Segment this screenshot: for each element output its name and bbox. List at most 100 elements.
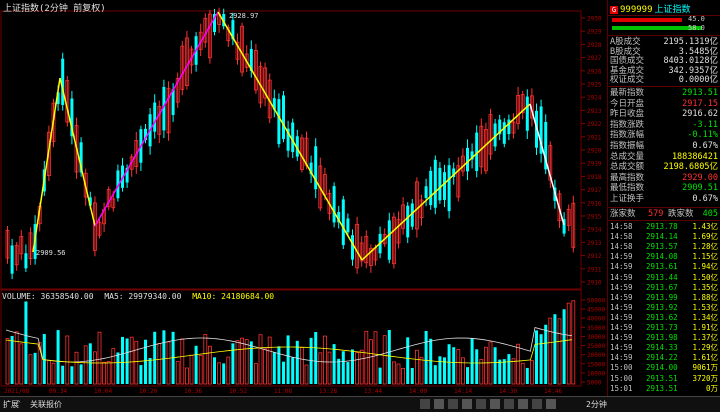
tick-volume: 1.94亿	[692, 262, 718, 272]
trend-pen-lines	[32, 11, 565, 261]
market-turnover-row: 国债成交 8403.0128亿	[610, 57, 718, 66]
trend-pen-segment	[94, 11, 219, 227]
quote-panel: G 999999 上证指数 45.0 58.0 A股成交 2195.1319亿 B股成交…	[607, 0, 720, 396]
tick-volume: 1.35亿	[692, 282, 718, 292]
stat-value: 342.9357亿	[668, 65, 718, 76]
tick-volume: 1.61亿	[692, 353, 718, 363]
price-tick-label: 2930	[587, 16, 602, 23]
time-tick-label: 14:14	[454, 388, 472, 395]
high-price-label: 2928.97	[229, 12, 259, 20]
time-tick-label: 09:34	[49, 388, 67, 395]
toolbar-icons[interactable]	[420, 399, 565, 409]
tick-price: 2914.14	[646, 232, 678, 242]
time-tick-label: 13:28	[319, 388, 337, 395]
index-stat-row: 最低指数 2909.51	[610, 184, 718, 193]
tick-row: 14:59 2913.98 1.37亿	[610, 334, 718, 343]
stat-value: 2198.6805亿	[663, 162, 718, 173]
stat-label: 昨日收盘	[610, 109, 645, 120]
price-tick-label: 2919	[587, 161, 602, 168]
tick-volume: 1.28亿	[692, 242, 718, 252]
tick-time: 14:59	[610, 252, 633, 262]
tick-price: 2914.33	[646, 343, 678, 353]
price-tick-label: 2917	[587, 187, 602, 194]
tick-row: 14:59 2914.08 1.15亿	[610, 253, 718, 262]
time-tick-label: 2021/08	[4, 388, 30, 395]
tick-price: 2913.99	[646, 292, 678, 302]
tick-price: 2913.51	[646, 373, 678, 383]
chart-title: 上证指数(2分钟 前复权)	[3, 4, 106, 14]
price-tick-label: 2922	[587, 121, 602, 128]
bottom-toolbar: 扩展 ^ 关联报价 2分钟	[0, 396, 720, 412]
volume-tick-label: 45000	[587, 307, 605, 314]
stat-label: 上证换手	[610, 194, 645, 204]
ratio-bottom: 58.0	[688, 24, 705, 32]
volume-tick-label: 15000	[587, 361, 605, 368]
stat-value: -0.11%	[687, 130, 718, 141]
tick-time: 14:59	[610, 272, 633, 282]
down-count: 405	[702, 209, 718, 219]
tick-price: 2914.22	[646, 353, 678, 363]
price-axis: 2930 2929 2928 2927 2926 2925 2924 2923 2922 2921…	[581, 16, 602, 287]
time-axis: 2021/08 09:34 10:04 10:20 10:36 10:52 11:08 13:…	[4, 388, 562, 395]
stat-label: 权证成交	[610, 75, 645, 85]
tick-volume: 3720万	[692, 373, 718, 383]
stat-label: 今日开盘	[610, 98, 645, 109]
tick-row: 14:59 2913.92 1.53亿	[610, 302, 718, 313]
expand-arrow-icon[interactable]: ^	[16, 399, 21, 408]
tick-time: 15:00	[610, 363, 633, 373]
tick-volume: 1.88亿	[692, 292, 718, 302]
stat-label: 指数振幅	[610, 141, 645, 151]
advance-decline-row: 涨家数 579 跌家数 405	[610, 210, 718, 219]
stat-label: 指数涨跌	[610, 119, 645, 130]
tick-price: 2913.67	[646, 282, 678, 292]
tick-price: 2913.51	[646, 383, 678, 393]
tick-volume: 1.50亿	[692, 272, 718, 282]
volume-tick-label: 50000	[587, 298, 605, 305]
time-tick-label: 11:08	[274, 388, 292, 395]
stat-label: 指数涨幅	[610, 130, 645, 141]
tick-time: 14:59	[610, 312, 633, 322]
trend-pen-segment	[217, 11, 363, 261]
price-tick-label: 2928	[587, 42, 602, 49]
price-tick-label: 2916	[587, 200, 602, 207]
g-badge-icon: G	[610, 6, 618, 14]
ma5-value: MA5: 29979340.00	[104, 292, 182, 301]
tick-price: 2913.61	[646, 262, 678, 272]
index-stat-row: 上证换手 0.67%	[610, 195, 718, 204]
price-tick-label: 2912	[587, 253, 602, 260]
tick-row: 14:59 2913.67 1.35亿	[610, 282, 718, 293]
period-selector[interactable]: 2分钟	[586, 400, 607, 409]
expand-button[interactable]: 扩展	[3, 400, 19, 409]
ratio-top: 45.0	[688, 15, 705, 23]
tick-time: 14:59	[610, 302, 633, 312]
trend-pen-segment	[59, 77, 96, 227]
tick-volume: 1.69亿	[692, 232, 718, 242]
index-stat-row: 指数涨跌 -3.11	[610, 119, 718, 130]
index-stat-row: 最新指数 2913.51	[610, 89, 718, 98]
tick-time: 15:00	[610, 373, 633, 383]
stat-label: 总成交额	[610, 162, 645, 173]
price-tick-label: 2920	[587, 148, 602, 155]
tick-volume: 9061万	[692, 363, 718, 373]
tick-volume: 1.29亿	[692, 343, 718, 353]
market-turnover-row: B股成交 3.5485亿	[610, 46, 718, 57]
tick-time: 14:58	[610, 232, 633, 242]
tick-row: 14:59 2913.44 1.50亿	[610, 272, 718, 283]
tick-time: 14:59	[610, 333, 633, 343]
stat-value: 2909.51	[682, 183, 718, 194]
tick-time: 14:59	[610, 292, 633, 302]
index-stat-row: 最高指数 2929.00	[610, 173, 718, 183]
volume-tick-label: 35000	[587, 325, 605, 332]
tick-time: 14:59	[610, 262, 633, 272]
tick-row: 15:00 2913.51 3720万	[610, 373, 718, 384]
kline-chart[interactable]: 2930 2929 2928 2927 2926 2925 2924 2923 2922 2921…	[0, 0, 607, 396]
time-tick-label: 14:00	[409, 388, 427, 395]
stat-value: 3.5485亿	[678, 46, 718, 57]
price-tick-label: 2926	[587, 68, 602, 75]
stat-label: A股成交	[610, 37, 641, 47]
tick-row: 14:58 2914.14 1.69亿	[610, 233, 718, 242]
stat-value: 0.67%	[692, 141, 718, 151]
related-quote-button[interactable]: 关联报价	[30, 400, 62, 409]
tick-time: 14:59	[610, 353, 633, 363]
ma5-line	[5, 327, 572, 363]
